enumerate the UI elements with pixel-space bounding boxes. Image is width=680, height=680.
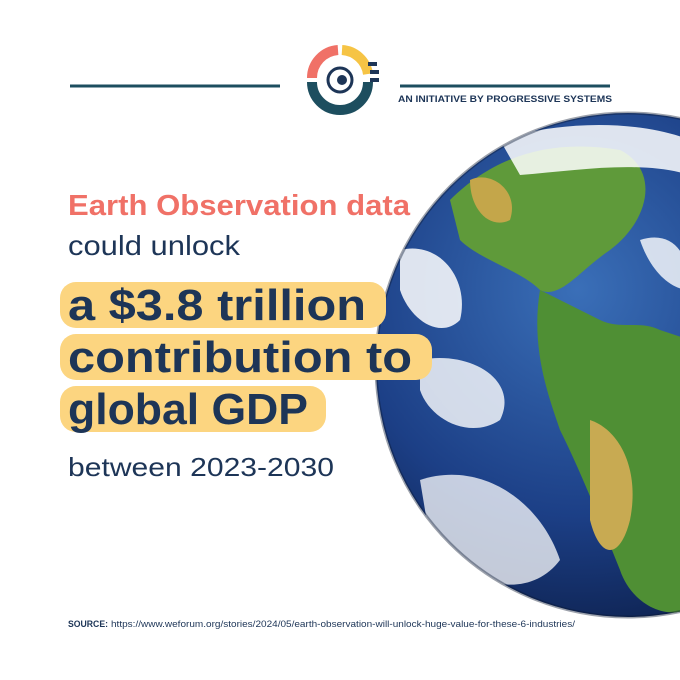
lead: could unlock	[68, 230, 241, 261]
source-label: SOURCE:	[68, 619, 108, 630]
highlight-band	[60, 386, 326, 432]
highlight-line: global GDP	[68, 385, 308, 434]
source: SOURCE: https://www.weforum.org/stories/…	[68, 619, 575, 630]
highlight-line: contribution to	[68, 333, 412, 382]
source-url: https://www.weforum.org/stories/2024/05/…	[111, 619, 575, 630]
highlight-band	[60, 334, 432, 380]
period: between 2023-2030	[68, 452, 334, 482]
tagline: AN INITIATIVE BY PROGRESSIVE SYSTEMS	[398, 94, 612, 105]
globe	[374, 111, 680, 619]
header: AN INITIATIVE BY PROGRESSIVE SYSTEMS	[70, 45, 612, 115]
intro: Earth Observation data	[68, 190, 411, 222]
logo	[306, 45, 379, 115]
highlight-line: a $3.8 trillion	[68, 281, 366, 330]
headline: Earth Observation data could unlock a $3…	[60, 190, 432, 482]
highlight-band	[60, 282, 386, 328]
